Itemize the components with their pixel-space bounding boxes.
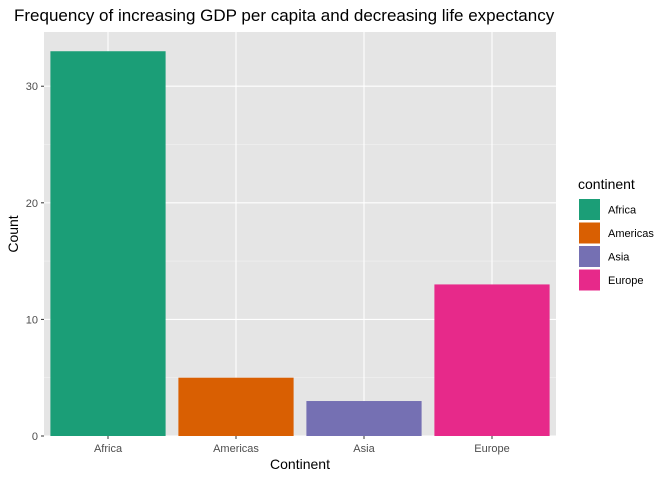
x-tick-label: Africa [94, 443, 123, 455]
bar-africa [50, 51, 166, 436]
y-tick-label: 10 [26, 314, 38, 326]
legend-label-americas: Americas [608, 228, 654, 240]
legend-items: Africa Americas Asia Europe [579, 199, 654, 291]
x-axis: Africa Americas Asia Europe [94, 436, 510, 455]
legend-swatch-africa [579, 199, 600, 220]
legend-swatch-europe [579, 269, 600, 291]
bar-asia [306, 401, 422, 436]
y-tick-label: 20 [26, 198, 38, 210]
y-tick-label: 30 [26, 81, 38, 93]
legend-swatch-americas [579, 222, 600, 244]
legend-swatch-asia [579, 246, 600, 267]
chart-title: Frequency of increasing GDP per capita a… [14, 6, 555, 25]
bar-americas [178, 377, 294, 436]
y-axis: 0 10 20 30 [26, 81, 44, 443]
bars-group [50, 51, 550, 436]
x-tick-label: Europe [474, 443, 509, 455]
legend-title: continent [578, 176, 635, 192]
legend-label-europe: Europe [608, 275, 643, 287]
legend-label-africa: Africa [608, 205, 637, 217]
x-tick-label: Asia [353, 443, 375, 455]
bar-europe [434, 284, 550, 436]
x-axis-title: Continent [270, 456, 330, 472]
legend: continent Africa Americas Asia Europe [578, 176, 654, 291]
legend-label-asia: Asia [608, 252, 630, 264]
y-axis-title: Count [5, 215, 21, 252]
x-tick-label: Americas [213, 443, 259, 455]
y-tick-label: 0 [32, 431, 38, 443]
